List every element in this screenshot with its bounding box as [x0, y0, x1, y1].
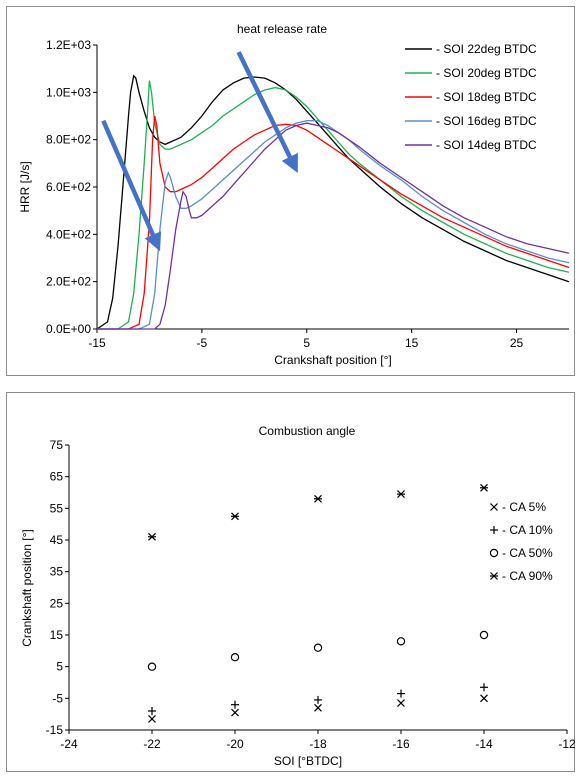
x-tick-label: -24 [60, 737, 78, 751]
y-tick-label: 35 [50, 565, 64, 579]
legend-label-3: - SOI 16deg BTDC [436, 114, 537, 128]
data-point-x [314, 703, 322, 712]
data-point-circle [396, 637, 406, 646]
legend-marker-3 [490, 572, 498, 580]
marker-stroke [147, 662, 157, 671]
x-tick-label: -20 [226, 737, 244, 751]
x-tick-label: 15 [405, 336, 419, 350]
x-tick-label: 5 [303, 336, 310, 350]
series-line-2 [97, 115, 570, 330]
marker-stroke [148, 714, 156, 723]
y-tick-label: 45 [50, 533, 64, 547]
data-point-star [314, 494, 322, 503]
data-point-circle [230, 653, 240, 662]
data-point-plus [148, 707, 156, 715]
data-point-plus [231, 700, 239, 709]
marker-stroke [230, 653, 240, 662]
data-point-star [148, 532, 156, 541]
marker-stroke [313, 643, 323, 652]
x-tick-label: -12 [558, 737, 576, 751]
marker-stroke [397, 699, 405, 708]
series-line-3 [97, 120, 570, 330]
arrow-second-peak [236, 51, 298, 173]
legend-label-1: - CA 10% [502, 523, 553, 537]
legend-label-2: - CA 50% [502, 546, 553, 560]
x-tick-label: 25 [510, 336, 524, 350]
legend-label-4: - SOI 14deg BTDC [436, 138, 537, 152]
data-point-star [397, 490, 405, 499]
x-tick-label: -18 [309, 737, 327, 751]
marker-stroke [231, 708, 239, 717]
data-point-plus [397, 689, 405, 698]
y-tick-label: 65 [50, 470, 64, 484]
y-axis-label: HRR [J/s] [18, 161, 32, 212]
x-axis-label: Crankshaft position [°] [274, 353, 392, 367]
y-tick-label: 5 [56, 660, 63, 674]
x-tick-label: -22 [143, 737, 161, 751]
legend-label-2: - SOI 18deg BTDC [436, 90, 537, 104]
data-point-star [480, 483, 488, 492]
arrow-first-peak [101, 119, 162, 252]
marker-stroke [480, 694, 488, 703]
series-line-4 [97, 122, 570, 330]
data-point-plus [314, 695, 322, 704]
data-point-star [231, 512, 239, 521]
marker-stroke [490, 503, 498, 511]
marker-stroke [314, 703, 322, 712]
legend-marker-0 [490, 503, 498, 511]
data-point-x [397, 699, 405, 708]
legend-marker-2 [489, 548, 499, 558]
y-axis-label: Crankshaft position [°] [20, 529, 34, 647]
legend-label-0: - SOI 22deg BTDC [436, 42, 537, 56]
data-point-circle [479, 630, 489, 640]
y-tick-label: -15 [46, 723, 64, 737]
data-point-circle [313, 643, 323, 652]
hrr-chart: heat release rate 0.0E+00 2.0E+02 4.0E+02 6.… [18, 22, 570, 367]
marker-stroke [396, 637, 406, 646]
chart-title: heat release rate [237, 22, 327, 36]
hrr-chart-panel: heat release rate 0.0E+00 2.0E+02 4.0E+02 6.… [6, 6, 575, 376]
y-tick-label: 6.0E+02 [46, 180, 91, 194]
legend-label-0: - CA 5% [502, 500, 546, 514]
x-tick-label: -15 [88, 336, 106, 350]
y-tick-label: 1.2E+03 [46, 38, 91, 52]
y-tick-label: 15 [50, 628, 64, 642]
y-tick-label: 4.0E+02 [46, 227, 91, 241]
x-axis-label: SOI [°BTDC] [274, 754, 342, 768]
y-tick-label: 55 [50, 501, 64, 515]
chart-title: Combustion angle [259, 424, 356, 438]
y-tick-label: -5 [52, 691, 63, 705]
marker-stroke [479, 630, 489, 640]
x-tick-label: -14 [475, 737, 493, 751]
combustion-angle-chart-panel: Combustion angle -15 -5 5 15 25 35 45 55 65 75 -24 -… [6, 392, 576, 772]
series-line-1 [97, 80, 570, 330]
y-tick-label: 25 [50, 596, 64, 610]
legend-label-1: - SOI 20deg BTDC [436, 66, 537, 80]
data-point-x [480, 694, 488, 703]
y-tick-label: 1.0E+03 [46, 85, 91, 99]
legend-marker-1 [490, 526, 498, 534]
y-tick-label: 0.0E+00 [46, 322, 91, 336]
marker-stroke [489, 548, 499, 558]
y-tick-label: 75 [50, 438, 64, 452]
x-tick-label: -16 [392, 737, 410, 751]
combustion-angle-chart: Combustion angle -15 -5 5 15 25 35 45 55 65 75 -24 -… [20, 424, 576, 768]
y-tick-label: 8.0E+02 [46, 133, 91, 147]
x-tick-label: -5 [197, 336, 208, 350]
data-point-plus [480, 683, 488, 692]
data-point-x [148, 714, 156, 723]
series-line-0 [96, 74, 570, 330]
data-point-circle [147, 662, 157, 671]
data-point-x [231, 708, 239, 717]
legend-label-3: - CA 90% [502, 569, 553, 583]
y-tick-label: 2.0E+02 [46, 275, 91, 289]
